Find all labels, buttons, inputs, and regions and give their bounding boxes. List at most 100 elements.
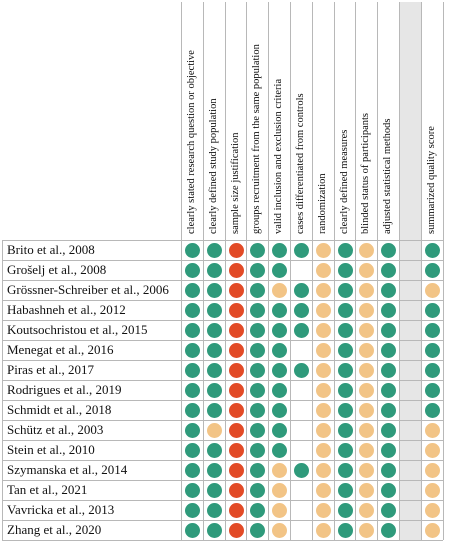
rating-dot: [381, 243, 397, 258]
grid-horizontal-line: [2, 480, 443, 481]
grid-vertical-line: [377, 2, 379, 540]
rating-dot: [315, 243, 331, 258]
rating-dot: [184, 363, 200, 378]
rating-dot: [272, 243, 288, 258]
grid-left-border: [2, 240, 3, 540]
rating-dot: [272, 523, 288, 538]
rating-dot: [337, 503, 353, 518]
grid-horizontal-line: [2, 380, 443, 381]
grid-horizontal-line: [2, 400, 443, 401]
rating-dot: [206, 303, 222, 318]
grid-vertical-line: [181, 2, 182, 540]
rating-dot: [359, 503, 375, 518]
spacer-column: [399, 2, 421, 540]
rating-dot: [250, 483, 266, 498]
rating-dot: [381, 263, 397, 278]
column-header: clearly stated research question or obje…: [186, 50, 197, 234]
rating-dot: [250, 323, 266, 338]
rating-dot: [228, 283, 244, 298]
rating-dot: [337, 423, 353, 438]
rating-dot: [228, 523, 244, 538]
rating-dot: [337, 363, 353, 378]
rating-dot: [424, 523, 440, 538]
column-header: sample size justification: [229, 132, 241, 234]
grid-vertical-line: [202, 2, 204, 540]
rating-dot: [228, 363, 244, 378]
rating-dot: [250, 343, 266, 358]
grid-horizontal-line: [2, 440, 443, 441]
grid-vertical-line: [355, 2, 357, 540]
grid-vertical-line: [224, 2, 226, 540]
rating-dot: [337, 243, 353, 258]
rating-dot: [250, 463, 266, 478]
rating-dot: [184, 443, 200, 458]
rating-dot: [424, 303, 440, 318]
rating-dot: [424, 323, 440, 338]
column-header: groups recruitment from the same populat…: [251, 44, 263, 234]
rating-dot: [359, 443, 375, 458]
rating-dot: [206, 483, 222, 498]
column-header: blinded status of participants: [360, 112, 372, 234]
rating-dot: [250, 363, 266, 378]
rating-dot: [381, 383, 397, 398]
rating-dot: [359, 403, 375, 418]
rating-dot: [250, 303, 266, 318]
rating-dot: [206, 523, 222, 538]
rating-dot: [359, 343, 375, 358]
rating-dot: [228, 403, 244, 418]
grid-vertical-line: [290, 2, 291, 540]
rating-dot: [228, 323, 244, 338]
rating-dot: [315, 443, 331, 458]
rating-dot: [381, 363, 397, 378]
study-label: Brito et al., 2008: [7, 242, 95, 257]
rating-dot: [184, 423, 200, 438]
rating-dot: [315, 463, 331, 478]
rating-dot: [184, 263, 200, 278]
rating-dot: [250, 423, 266, 438]
rating-dot: [424, 503, 440, 518]
rating-dot: [381, 343, 397, 358]
rating-dot: [424, 283, 440, 298]
rating-dot: [337, 303, 353, 318]
rating-dot: [381, 283, 397, 298]
rating-dot: [272, 403, 288, 418]
rating-dot: [206, 343, 222, 358]
rating-dot: [381, 483, 397, 498]
rating-dot: [184, 503, 200, 518]
rating-dot: [206, 443, 222, 458]
study-label: Grössner-Schreiber et al., 2006: [7, 282, 169, 297]
rating-dot: [250, 283, 266, 298]
rating-dot: [424, 243, 440, 258]
study-label: Rodrigues et al., 2019: [7, 382, 122, 397]
rating-dot: [184, 343, 200, 358]
rating-dot: [359, 423, 375, 438]
rating-dot: [337, 323, 353, 338]
rating-dot: [228, 443, 244, 458]
rating-dot: [250, 443, 266, 458]
rating-dot: [359, 363, 375, 378]
study-label: Habashneh et al., 2012: [7, 302, 126, 317]
rating-dot: [315, 423, 331, 438]
study-label: Schmidt et al., 2018: [7, 402, 112, 417]
rating-dot: [228, 463, 244, 478]
rating-dot: [337, 383, 353, 398]
rating-dot: [250, 263, 266, 278]
rating-dot: [315, 383, 331, 398]
study-label: Szymanska et al., 2014: [7, 462, 128, 477]
rating-dot: [206, 243, 222, 258]
rating-dot: [228, 503, 244, 518]
rating-dot: [337, 283, 353, 298]
rating-dot: [228, 423, 244, 438]
rating-dot: [272, 463, 288, 478]
study-label: Piras et al., 2017: [7, 362, 95, 377]
rating-dot: [359, 463, 375, 478]
rating-dot: [228, 303, 244, 318]
rating-dot: [381, 323, 397, 338]
rating-dot: [337, 523, 353, 538]
rating-dot: [337, 343, 353, 358]
rating-dot: [315, 323, 331, 338]
grid-vertical-line: [311, 2, 313, 540]
rating-dot: [272, 483, 288, 498]
study-label: Stein et al., 2010: [7, 442, 95, 457]
